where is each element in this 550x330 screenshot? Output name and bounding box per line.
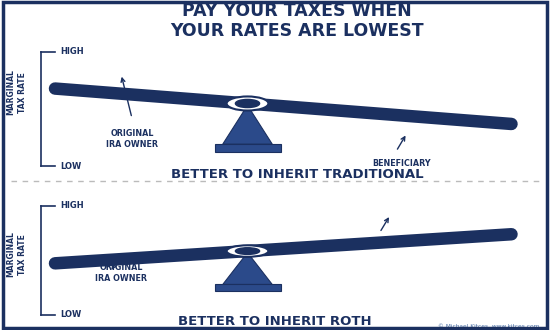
- Text: LOW: LOW: [60, 162, 82, 171]
- Text: © Michael Kitces, www.kitces.com: © Michael Kitces, www.kitces.com: [438, 323, 539, 328]
- Text: BETTER TO INHERIT ROTH: BETTER TO INHERIT ROTH: [178, 315, 372, 328]
- Text: ORIGINAL
IRA OWNER: ORIGINAL IRA OWNER: [95, 263, 147, 283]
- Text: MARGINAL
TAX RATE: MARGINAL TAX RATE: [7, 231, 26, 277]
- Text: HIGH: HIGH: [60, 47, 84, 56]
- Text: BENEFICIARY: BENEFICIARY: [356, 239, 414, 248]
- Bar: [214, 284, 280, 290]
- Circle shape: [235, 99, 260, 108]
- Text: BETTER TO INHERIT TRADITIONAL: BETTER TO INHERIT TRADITIONAL: [170, 168, 424, 181]
- Bar: [214, 144, 280, 151]
- Text: MARGINAL
TAX RATE: MARGINAL TAX RATE: [7, 69, 26, 116]
- Polygon shape: [223, 252, 272, 284]
- Circle shape: [235, 248, 260, 254]
- Text: PAY YOUR TAXES WHEN
YOUR RATES ARE LOWEST: PAY YOUR TAXES WHEN YOUR RATES ARE LOWES…: [170, 2, 424, 40]
- Text: HIGH: HIGH: [60, 201, 84, 210]
- Polygon shape: [223, 105, 272, 144]
- Text: BENEFICIARY: BENEFICIARY: [372, 159, 431, 168]
- Text: LOW: LOW: [60, 310, 82, 319]
- Circle shape: [227, 96, 268, 111]
- Circle shape: [227, 245, 268, 257]
- Text: ORIGINAL
IRA OWNER: ORIGINAL IRA OWNER: [106, 129, 158, 149]
